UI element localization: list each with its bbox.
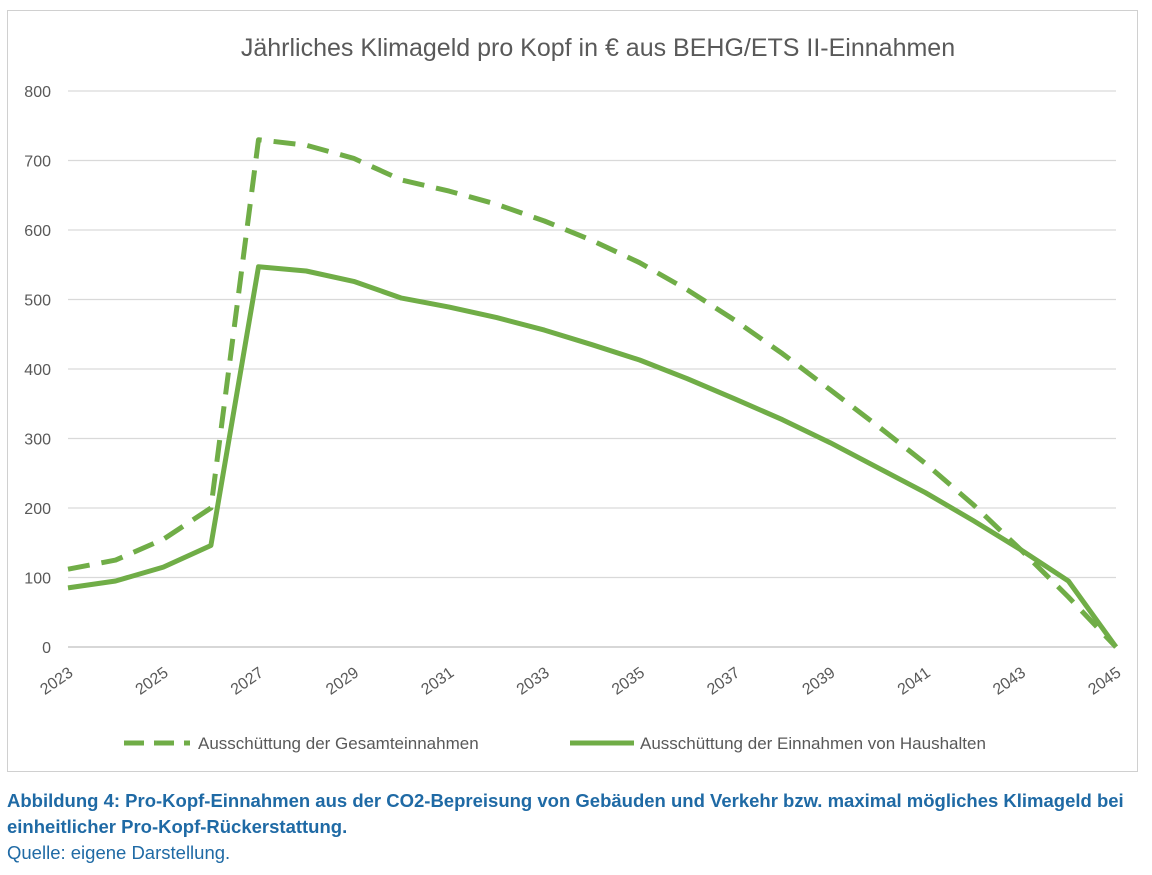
x-tick-label: 2023 (37, 664, 76, 698)
x-tick-label: 2037 (704, 664, 743, 698)
x-tick-label: 2025 (133, 664, 172, 698)
series-line-2 (67, 264, 1119, 649)
y-tick-label: 0 (42, 640, 51, 657)
x-tick-label: 2041 (895, 664, 934, 698)
x-tick-label: 2029 (323, 664, 362, 698)
series-line-1 (67, 137, 1118, 649)
y-tick-label: 700 (24, 154, 51, 171)
y-tick-label: 600 (24, 223, 51, 240)
x-tick-label: 2035 (609, 664, 648, 698)
chart-frame: Jährliches Klimageld pro Kopf in € aus B… (7, 10, 1138, 772)
chart-title: Jährliches Klimageld pro Kopf in € aus B… (241, 34, 955, 62)
caption-source: Quelle: eigene Darstellung. (7, 842, 231, 863)
y-tick-label: 400 (24, 362, 51, 379)
y-tick-label: 200 (24, 501, 51, 518)
y-tick-label: 800 (24, 84, 51, 101)
caption-title: Abbildung 4: Pro-Kopf-Einnahmen aus der … (7, 790, 1124, 837)
y-tick-label: 300 (24, 432, 51, 449)
legend-label-2: Ausschüttung der Einnahmen von Haushalte… (640, 734, 986, 753)
y-tick-label: 100 (24, 571, 51, 588)
x-tick-label: 2027 (228, 664, 267, 698)
x-tick-label: 2045 (1085, 664, 1124, 698)
y-tick-label: 500 (24, 293, 51, 310)
x-tick-label: 2043 (990, 664, 1029, 698)
x-tick-label: 2039 (800, 664, 839, 698)
figure-caption: Abbildung 4: Pro-Kopf-Einnahmen aus der … (7, 788, 1147, 866)
x-tick-label: 2031 (418, 664, 457, 698)
line-chart: Jährliches Klimageld pro Kopf in € aus B… (24, 34, 1124, 753)
x-tick-label: 2033 (514, 664, 553, 698)
legend-label-1: Ausschüttung der Gesamteinnahmen (198, 734, 479, 753)
